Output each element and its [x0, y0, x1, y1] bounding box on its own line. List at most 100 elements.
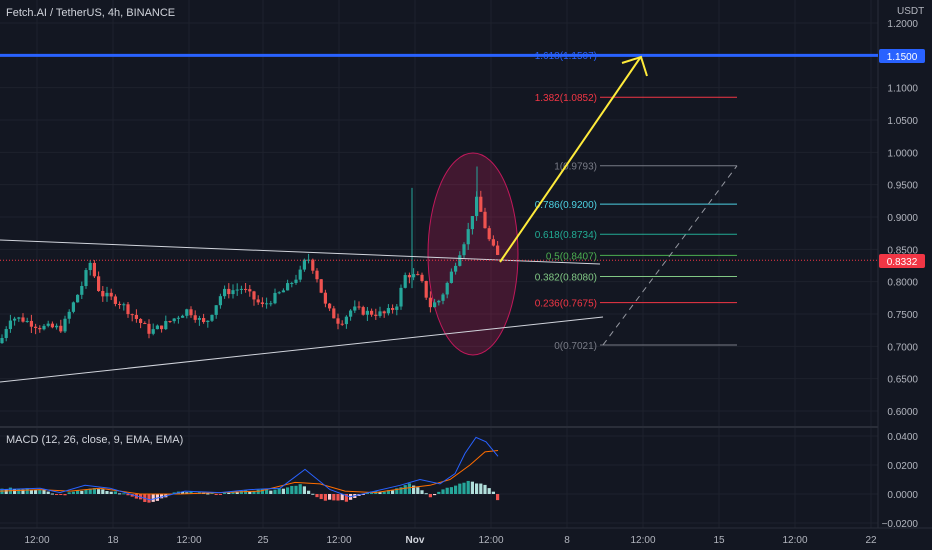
macd-histogram-bar	[265, 489, 269, 494]
yellow-arrow-shaft[interactable]	[499, 57, 641, 263]
macd-histogram-bar	[42, 489, 46, 494]
macd-histogram-bar	[479, 483, 483, 494]
macd-title[interactable]: MACD (12, 26, close, 9, EMA, EMA)	[6, 434, 183, 446]
macd-histogram-bar	[97, 489, 101, 494]
macd-histogram-bar	[290, 485, 294, 494]
candle-body	[437, 300, 441, 303]
macd-histogram-bar	[210, 492, 214, 494]
candle-body	[109, 292, 113, 297]
price-tick-label: 1.0500	[887, 116, 918, 127]
macd-histogram-bar	[126, 494, 130, 496]
time-tick-label: 12:00	[326, 535, 351, 546]
candle-body	[277, 292, 281, 294]
macd-histogram-bar	[252, 491, 256, 494]
time-tick-label: 8	[564, 535, 570, 546]
macd-histogram-bar	[122, 493, 126, 495]
candle-body	[340, 323, 344, 325]
macd-histogram-bar	[403, 485, 407, 494]
candle-body	[4, 329, 8, 339]
candle-body	[164, 321, 168, 330]
macd-histogram-bar	[231, 492, 235, 494]
macd-histogram-bar	[294, 485, 298, 494]
candle-body	[181, 315, 185, 318]
candle-body	[168, 321, 172, 323]
candle-body	[134, 314, 138, 319]
candle-body	[441, 294, 445, 301]
candle-body	[122, 304, 126, 306]
macd-histogram-bar	[407, 483, 411, 494]
macd-histogram-bar	[487, 488, 491, 494]
candle-body	[483, 211, 487, 229]
candle-body	[189, 309, 193, 316]
candle-body	[21, 317, 25, 322]
target-price-badge[interactable]: 1.1500	[879, 49, 925, 63]
candle-body	[302, 259, 306, 270]
candle-body	[176, 317, 180, 319]
macd-histogram-bar	[29, 489, 33, 494]
macd-tick-label: −0.0200	[882, 519, 919, 530]
macd-signal-line	[0, 450, 499, 495]
candle-body	[416, 274, 420, 276]
price-tick-label: 0.8500	[887, 245, 918, 256]
target-badge-bg	[879, 49, 925, 63]
candle-body	[130, 314, 134, 316]
candle-body	[399, 287, 403, 307]
currency-label[interactable]: USDT	[897, 6, 924, 17]
candle-body	[143, 323, 147, 325]
macd-tick-label: 0.0000	[887, 490, 918, 501]
macd-histogram-bar	[437, 491, 441, 494]
time-tick-label: 15	[713, 535, 725, 546]
price-axis-background[interactable]	[878, 0, 932, 550]
candle-body	[244, 288, 248, 290]
candle-body	[454, 265, 458, 272]
candle-body	[172, 318, 176, 322]
candle-body	[71, 302, 75, 312]
macd-histogram-bar	[185, 492, 189, 494]
macd-histogram-bar	[449, 487, 453, 494]
macd-line	[0, 436, 499, 501]
candle-body	[424, 280, 428, 298]
candle-body	[210, 314, 214, 321]
candle-body	[76, 294, 80, 303]
candle-body	[412, 274, 416, 278]
trendline-lower[interactable]	[0, 316, 604, 383]
time-tick-label: 25	[257, 535, 269, 546]
candle-body	[92, 262, 96, 277]
candle-body	[445, 282, 449, 295]
candle-body	[269, 303, 273, 305]
macd-histogram-bar	[340, 494, 344, 501]
highlight-ellipse[interactable]	[427, 152, 519, 356]
candle-body	[206, 320, 210, 323]
candle-body	[290, 282, 294, 284]
candle-body	[239, 288, 243, 290]
current-price-badge[interactable]: 0.8332	[879, 254, 925, 268]
chart-title[interactable]: Fetch.AI / TetherUS, 4h, BINANCE	[6, 7, 175, 19]
candle-body	[50, 323, 54, 328]
candle-body	[223, 288, 227, 297]
candle-body	[155, 325, 159, 330]
candle-body	[0, 338, 4, 344]
macd-histogram-bar	[214, 494, 218, 495]
macd-histogram-bar	[315, 494, 319, 498]
current-badge-label: 0.8332	[887, 257, 918, 268]
candle-body	[336, 318, 340, 324]
time-tick-label: 18	[107, 535, 119, 546]
macd-histogram-bar	[172, 492, 176, 494]
candle-body	[357, 306, 361, 308]
macd-pane	[0, 436, 500, 503]
candle-body	[378, 311, 382, 316]
candle-body	[185, 309, 189, 316]
candle-body	[84, 270, 88, 287]
trendline-upper[interactable]	[0, 239, 601, 265]
fib-trend-dashed[interactable]	[602, 165, 738, 346]
candle-body	[80, 286, 84, 295]
macd-histogram-bar	[80, 490, 84, 494]
macd-histogram-bar	[302, 486, 306, 494]
macd-histogram-bar	[218, 494, 222, 495]
candle-body	[231, 290, 235, 295]
time-tick-label: 12:00	[24, 535, 49, 546]
macd-histogram-bar	[25, 488, 29, 494]
current-badge-bg	[879, 254, 925, 268]
candle-body	[395, 306, 399, 310]
